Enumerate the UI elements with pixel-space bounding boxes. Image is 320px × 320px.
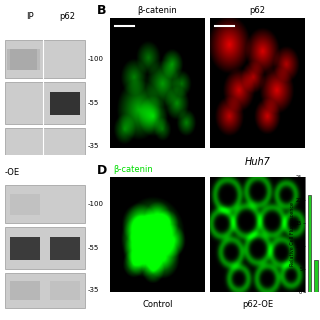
Bar xyxy=(5,185,85,223)
Text: Huh7: Huh7 xyxy=(244,157,270,167)
Text: p62-OE: p62-OE xyxy=(242,300,273,309)
Text: -35: -35 xyxy=(88,142,100,148)
Text: IP: IP xyxy=(26,12,34,21)
Bar xyxy=(50,92,80,115)
Text: -35: -35 xyxy=(88,287,100,293)
Bar xyxy=(5,273,85,308)
Bar xyxy=(5,40,85,78)
Bar xyxy=(50,237,80,260)
Text: D: D xyxy=(97,164,107,178)
Text: -OE: -OE xyxy=(5,168,20,177)
Bar xyxy=(50,281,80,300)
Text: β-catenin: β-catenin xyxy=(138,6,177,15)
Bar xyxy=(5,227,85,269)
Y-axis label: Relative Cell Fluorescence: Relative Cell Fluorescence xyxy=(290,203,295,267)
Text: β-catenin: β-catenin xyxy=(113,165,153,174)
Text: -100: -100 xyxy=(88,201,104,207)
Bar xyxy=(7,49,37,70)
Bar xyxy=(5,82,85,124)
Text: -100: -100 xyxy=(88,56,104,62)
Bar xyxy=(5,128,85,163)
Text: Control: Control xyxy=(142,300,173,309)
Text: p62: p62 xyxy=(250,6,266,15)
Text: -55: -55 xyxy=(88,245,99,251)
Text: -55: -55 xyxy=(88,100,99,106)
Bar xyxy=(314,260,317,292)
Bar xyxy=(10,194,40,215)
Bar xyxy=(10,49,40,70)
Bar xyxy=(308,196,311,292)
Text: p62: p62 xyxy=(59,12,75,21)
Bar xyxy=(10,281,40,300)
Bar xyxy=(10,237,40,260)
Text: B: B xyxy=(97,4,107,18)
